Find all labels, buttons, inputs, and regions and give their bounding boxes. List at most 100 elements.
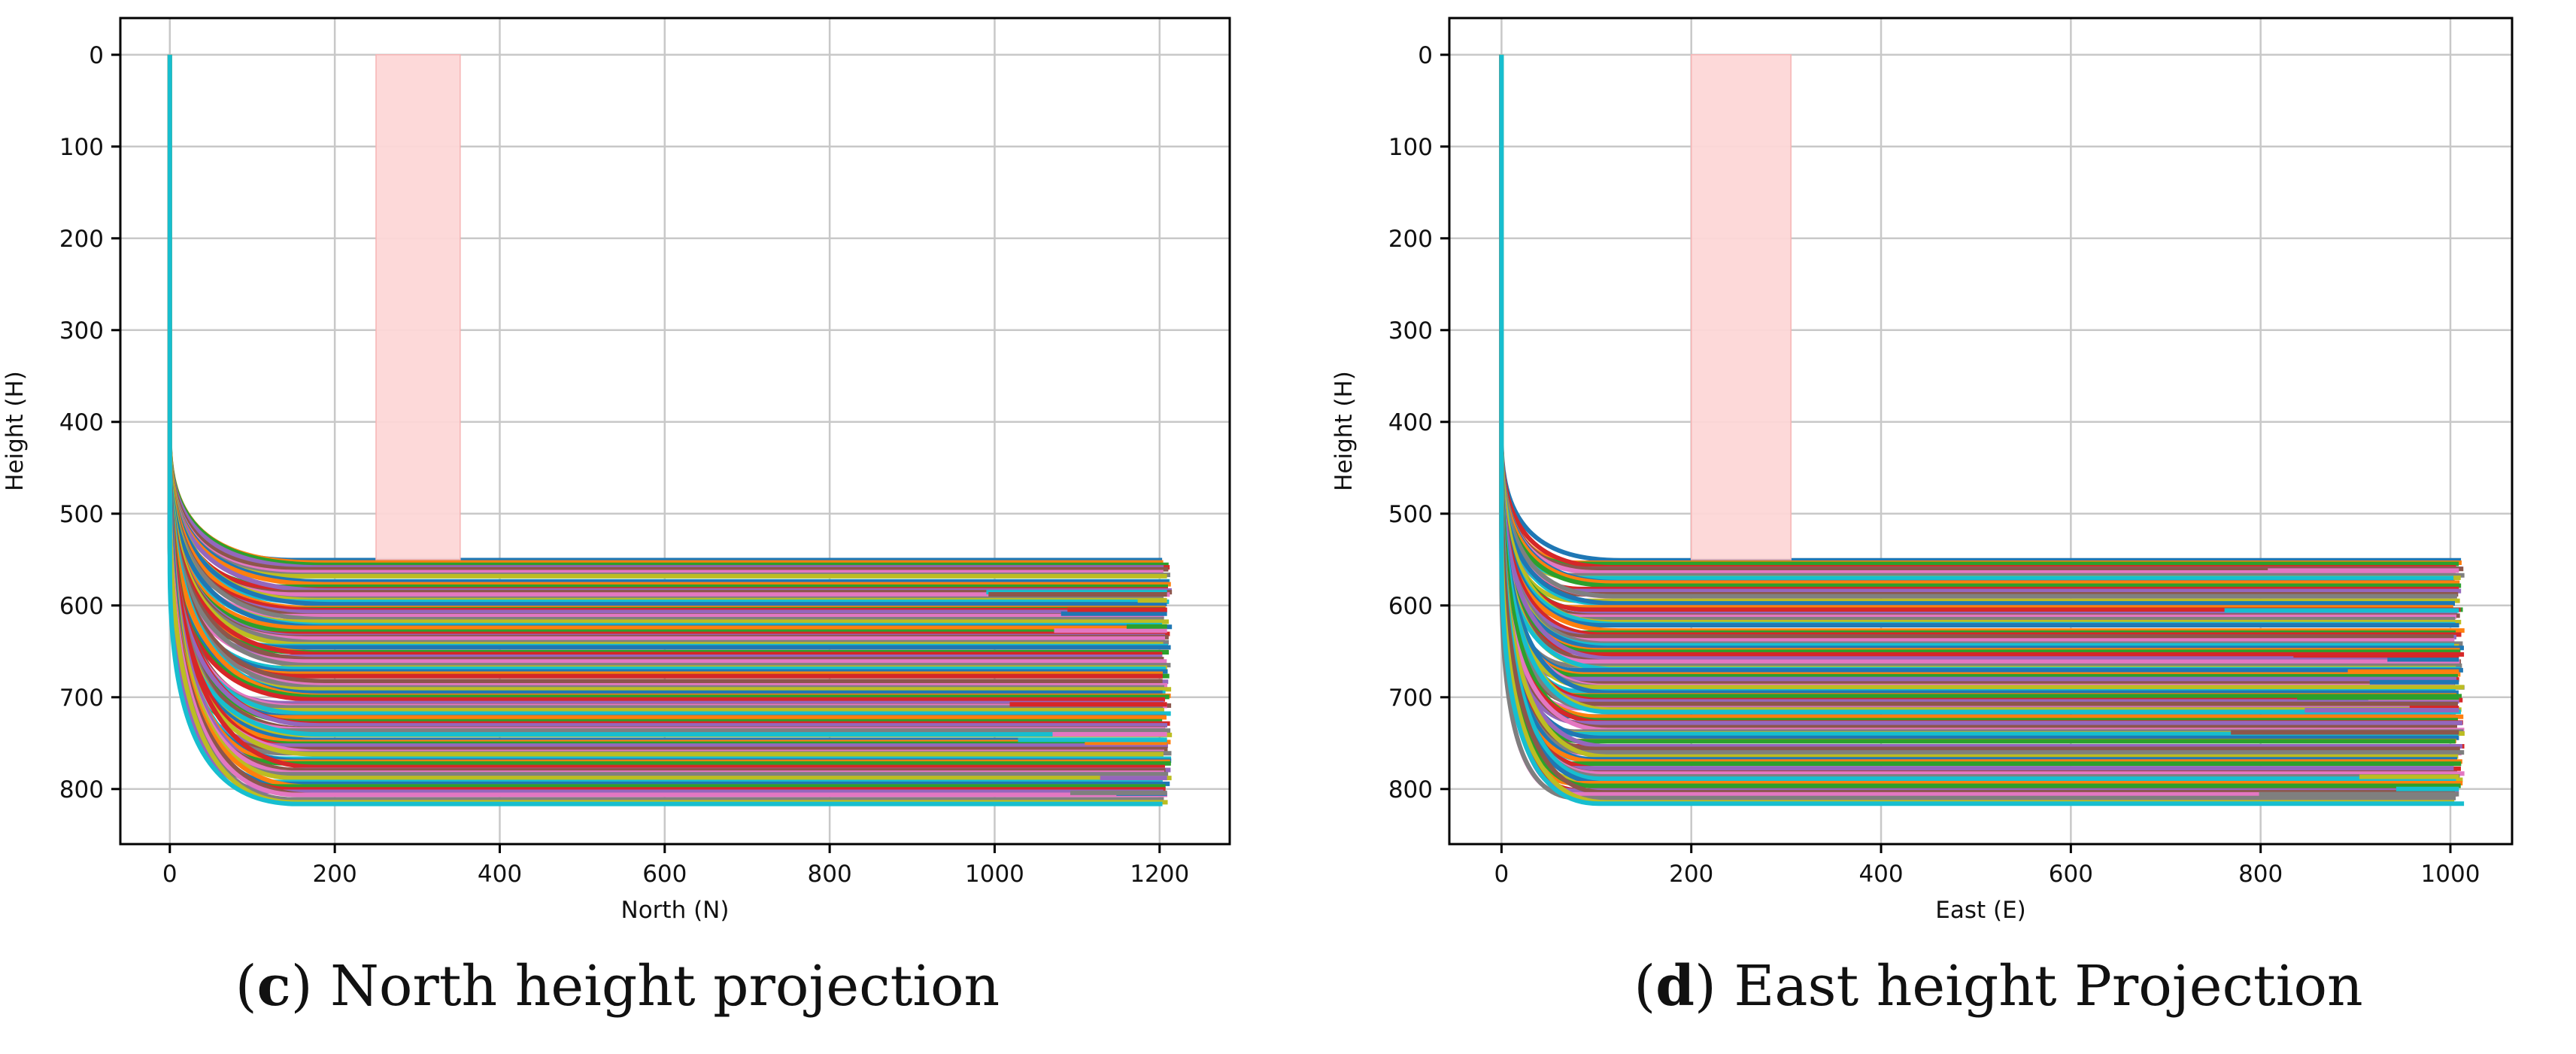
caption-d: (d) East height Projection bbox=[1634, 954, 2363, 1019]
series-line bbox=[1499, 54, 2461, 581]
chart-panel-d: 0 200 400 600 800 1000 0 100 200 300 400 500 600 700 8… bbox=[1330, 17, 2514, 924]
x-tick-label: 1200 bbox=[1130, 861, 1189, 888]
series-line bbox=[167, 54, 1170, 585]
series-line bbox=[167, 54, 1170, 645]
x-tick-label: 600 bbox=[2049, 861, 2093, 888]
y-tick-label: 100 bbox=[1388, 134, 1433, 161]
caption-c-text: North height projection bbox=[330, 954, 1000, 1019]
y-tick-label: 500 bbox=[1388, 501, 1433, 528]
axes-frame bbox=[1448, 17, 2514, 846]
series-line bbox=[167, 54, 1168, 592]
series-line bbox=[1499, 54, 2461, 612]
caption-c: (c) North height projection bbox=[235, 954, 1000, 1019]
series-line bbox=[167, 54, 1164, 615]
series-line bbox=[1499, 54, 2455, 585]
series-line bbox=[1499, 54, 2454, 581]
x-tick-label: 200 bbox=[1669, 861, 1713, 888]
series-line bbox=[167, 54, 1167, 579]
series-line bbox=[1499, 54, 2464, 572]
series-line bbox=[1499, 54, 2460, 603]
series-line bbox=[1499, 54, 2463, 612]
series-line bbox=[1499, 54, 2455, 606]
series-line bbox=[167, 54, 1170, 578]
series-line bbox=[1499, 54, 2456, 622]
y-tick-label: 200 bbox=[1388, 226, 1433, 253]
y-tick-label: 800 bbox=[1388, 776, 1433, 803]
series-line bbox=[167, 54, 1163, 627]
series-line bbox=[167, 54, 1167, 603]
x-tick-label: 1000 bbox=[965, 861, 1024, 888]
x-tick-label: 200 bbox=[313, 861, 357, 888]
y-tick-label: 300 bbox=[1388, 317, 1433, 345]
series-line bbox=[1499, 54, 2459, 628]
x-tick-label: 800 bbox=[808, 861, 852, 888]
series-line bbox=[167, 54, 1168, 589]
series-line bbox=[1499, 54, 2456, 627]
y-axis-label: Height (H) bbox=[1330, 371, 1358, 491]
x-tick-label: 400 bbox=[478, 861, 522, 888]
caption-d-letter: d bbox=[1655, 954, 1695, 1019]
series-line bbox=[1499, 54, 2457, 599]
series-line bbox=[167, 54, 1166, 612]
caption-c-letter: c bbox=[256, 954, 291, 1019]
highlight-band bbox=[375, 54, 461, 560]
series-line bbox=[1499, 54, 2455, 648]
y-tick-label: 100 bbox=[59, 134, 104, 161]
series-line bbox=[167, 54, 1170, 636]
series-line bbox=[1499, 54, 2463, 572]
series-line bbox=[167, 54, 1169, 624]
y-tick-label: 800 bbox=[59, 776, 104, 803]
series-line bbox=[1499, 54, 2454, 639]
series-line bbox=[1499, 54, 2459, 566]
x-tick-label: 400 bbox=[1858, 861, 1903, 888]
x-axis-label: East (E) bbox=[1935, 897, 2026, 924]
axes-frame bbox=[119, 17, 1231, 846]
series-line bbox=[167, 54, 1166, 639]
series-line bbox=[1499, 54, 2455, 643]
series-lines bbox=[1499, 54, 2465, 806]
series-line bbox=[167, 54, 1166, 630]
x-tick-label: 1000 bbox=[2421, 861, 2480, 888]
y-tick-label: 600 bbox=[1388, 593, 1433, 620]
series-lines bbox=[167, 54, 1173, 806]
series-line bbox=[167, 54, 1166, 611]
y-tick-label: 0 bbox=[89, 42, 104, 69]
series-line bbox=[1499, 54, 2465, 806]
series-line bbox=[167, 54, 1163, 618]
x-tick-label: 0 bbox=[162, 861, 177, 888]
series-line bbox=[167, 54, 1171, 587]
series-line bbox=[1499, 54, 2456, 575]
series-line bbox=[167, 54, 1164, 634]
series-line bbox=[1499, 54, 2462, 563]
series-line bbox=[1499, 54, 2456, 619]
series-line bbox=[167, 54, 1164, 621]
y-tick-label: 200 bbox=[59, 226, 104, 253]
chart-panel-c: 0 200 400 600 800 1000 1200 0 100 200 300 400 500 600… bbox=[2, 17, 1231, 924]
highlight-band bbox=[1690, 54, 1792, 560]
x-tick-label: 0 bbox=[1494, 861, 1509, 888]
y-tick-label: 600 bbox=[59, 593, 104, 620]
y-tick-label: 400 bbox=[59, 409, 104, 436]
x-axis-label: North (N) bbox=[621, 897, 730, 924]
series-line bbox=[167, 54, 1164, 601]
series-line bbox=[167, 54, 1167, 612]
series-line bbox=[1499, 54, 2459, 648]
series-line bbox=[1499, 54, 2462, 594]
y-tick-label: 500 bbox=[59, 501, 104, 528]
series-line bbox=[1499, 54, 2465, 578]
series-line bbox=[1499, 54, 2460, 585]
series-line bbox=[167, 54, 1170, 604]
series-line bbox=[1499, 54, 2455, 606]
series-line bbox=[167, 54, 1169, 572]
series-line bbox=[1499, 54, 2462, 637]
series-line bbox=[167, 54, 1164, 570]
series-line bbox=[1499, 54, 2456, 599]
series-line bbox=[167, 54, 1166, 641]
series-line bbox=[167, 54, 1173, 630]
series-line bbox=[1499, 54, 2456, 635]
series-line bbox=[1499, 54, 2456, 570]
series-line bbox=[1499, 54, 2465, 633]
y-tick-label: 400 bbox=[1388, 409, 1433, 436]
series-line bbox=[1499, 54, 2456, 639]
